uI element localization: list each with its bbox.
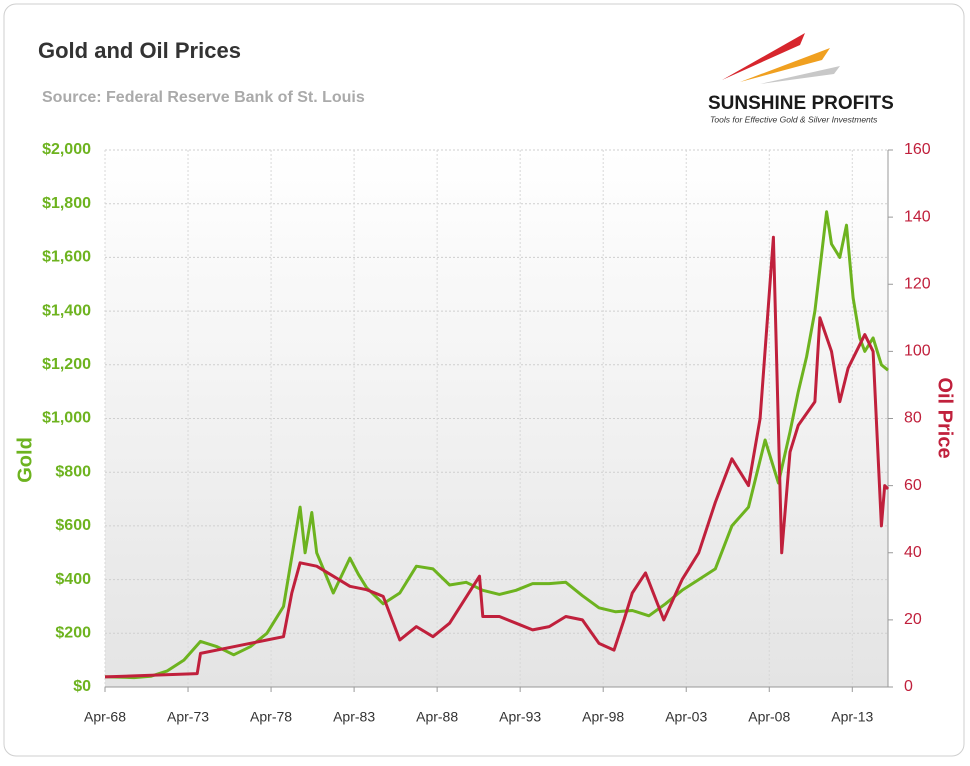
x-tick-label: Apr-93 xyxy=(499,709,541,725)
y2-tick-label: 100 xyxy=(904,343,931,360)
x-tick-label: Apr-83 xyxy=(333,709,375,725)
logo-ray xyxy=(740,48,830,82)
logo-ray xyxy=(760,66,840,84)
y-tick-label: $800 xyxy=(55,463,91,480)
y2-axis-label: Oil Price xyxy=(934,377,956,458)
x-tick-label: Apr-88 xyxy=(416,709,458,725)
y-tick-label: $400 xyxy=(55,571,91,588)
line-series xyxy=(104,210,889,680)
y-tick-label: $600 xyxy=(55,517,91,534)
y-tick-label: $200 xyxy=(55,625,91,642)
y2-tick-label: 0 xyxy=(904,678,913,695)
y2-tick-label: 120 xyxy=(904,275,931,292)
chart-subtitle: Source: Federal Reserve Bank of St. Loui… xyxy=(42,89,365,106)
y2-tick-label: 160 xyxy=(904,141,931,158)
y-tick-label: $1,200 xyxy=(42,356,91,373)
y2-tick-label: 80 xyxy=(904,410,922,427)
x-tick-label: Apr-73 xyxy=(167,709,209,725)
line-series xyxy=(104,235,890,679)
logo: SUNSHINE PROFITS Tools for Effective Gol… xyxy=(708,33,894,124)
x-tick-label: Apr-08 xyxy=(748,709,790,725)
x-tick-label: Apr-03 xyxy=(665,709,707,725)
x-tick-label: Apr-78 xyxy=(250,709,292,725)
logo-text: SUNSHINE PROFITS xyxy=(708,93,894,114)
y-tick-label: $1,800 xyxy=(42,195,91,212)
y2-tick-label: 60 xyxy=(904,477,922,494)
y2-tick-label: 20 xyxy=(904,611,922,628)
y2-tick-label: 40 xyxy=(904,544,922,561)
logo-tagline: Tools for Effective Gold & Silver Invest… xyxy=(710,114,878,124)
y-tick-label: $0 xyxy=(73,678,91,695)
y-tick-label: $1,400 xyxy=(42,302,91,319)
chart-title: Gold and Oil Prices xyxy=(38,38,241,63)
x-tick-label: Apr-68 xyxy=(84,709,126,725)
y-tick-label: $1,600 xyxy=(42,249,91,266)
logo-ray xyxy=(722,33,805,80)
x-tick-label: Apr-98 xyxy=(582,709,624,725)
y2-tick-label: 140 xyxy=(904,208,931,225)
y-tick-label: $2,000 xyxy=(42,141,91,158)
y-axis-label: Gold xyxy=(14,437,36,483)
x-tick-label: Apr-13 xyxy=(831,709,873,725)
y-tick-label: $1,000 xyxy=(42,410,91,427)
